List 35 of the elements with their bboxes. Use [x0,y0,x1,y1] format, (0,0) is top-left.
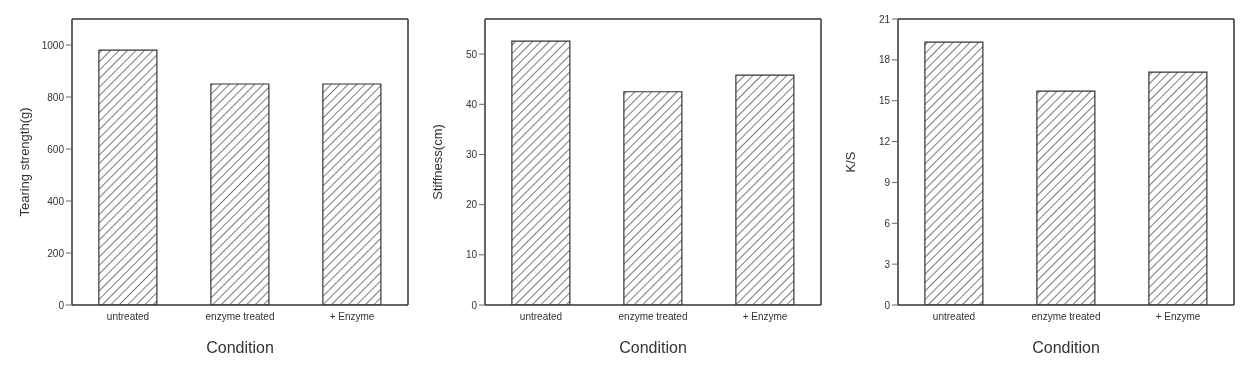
x-tick-label: untreated [106,311,150,323]
x-axis-title: Condition [1032,339,1100,356]
y-tick-label: 600 [47,143,65,155]
y-tick-label: 9 [884,176,891,188]
x-tick-label: + Enzyme [1155,311,1201,323]
y-tick-label: 20 [465,199,478,211]
x-axis-title: Condition [619,339,687,356]
x-tick-label: + Enzyme [742,311,788,323]
y-tick-label: 800 [47,91,65,103]
y-axis-title: Stiffness(cm) [429,124,445,200]
y-tick-label: 50 [465,48,478,60]
y-axis-title: Tearing strength(g) [16,107,32,217]
x-tick-label: untreated [519,311,563,323]
y-tick-label: 10 [465,249,478,261]
y-tick-label: 0 [471,299,478,311]
y-axis-title: K/S [842,151,858,173]
x-tick-label: enzyme treated [1031,311,1101,323]
y-tick-label: 12 [878,136,891,148]
y-tick-label: 1000 [41,39,65,51]
y-tick-label: 6 [884,217,891,229]
y-tick-label: 200 [47,247,65,259]
y-tick-label: 0 [58,299,65,311]
y-tick-label: 15 [878,95,891,107]
x-tick-label: enzyme treated [205,311,275,323]
x-tick-label: enzyme treated [618,311,688,323]
y-tick-label: 0 [884,299,891,311]
y-tick-label: 400 [47,195,65,207]
x-axis-title: Condition [206,339,274,356]
y-tick-label: 30 [465,149,478,161]
x-tick-label: + Enzyme [329,311,375,323]
y-tick-label: 18 [878,54,891,66]
y-tick-label: 21 [878,13,891,25]
y-tick-label: 3 [884,258,891,270]
x-tick-label: untreated [932,311,976,323]
y-tick-label: 40 [465,98,478,110]
